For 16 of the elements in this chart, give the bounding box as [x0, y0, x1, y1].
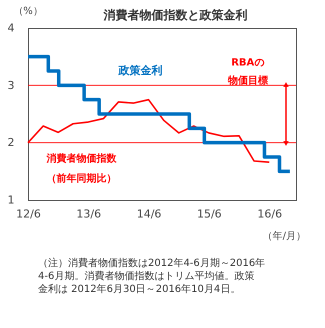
- text: （注）消費者物価指数は2012年4-6月期～2016年4-6月期。消費者物価指数はトリム平均値。政策金利は 2012年6月30日～2016年10月4日。: [38, 257, 266, 295]
- text: 政策金利: [118, 64, 163, 77]
- y-axis-title: （%）: [13, 6, 43, 17]
- y-tick-label: 2: [8, 136, 14, 150]
- y-tick-label: 1: [8, 194, 14, 206]
- x-tick-label: 12/6: [16, 208, 41, 220]
- x-tick-label: 16/6: [257, 208, 282, 220]
- y-tick-label: 3: [8, 78, 14, 92]
- x-axis-title: （年/月）: [262, 230, 306, 242]
- x-tick-label: 15/6: [196, 208, 222, 220]
- x-tick-label: 14/6: [136, 208, 162, 220]
- annotation: RBAの物価目標: [226, 57, 268, 86]
- y-tick-label: 4: [8, 22, 14, 34]
- x-tick-label: 13/6: [76, 208, 102, 220]
- text: 消費者物価指数（前年同期比）: [46, 152, 118, 185]
- chart-title: 消費者物価指数と政策金利: [102, 8, 248, 22]
